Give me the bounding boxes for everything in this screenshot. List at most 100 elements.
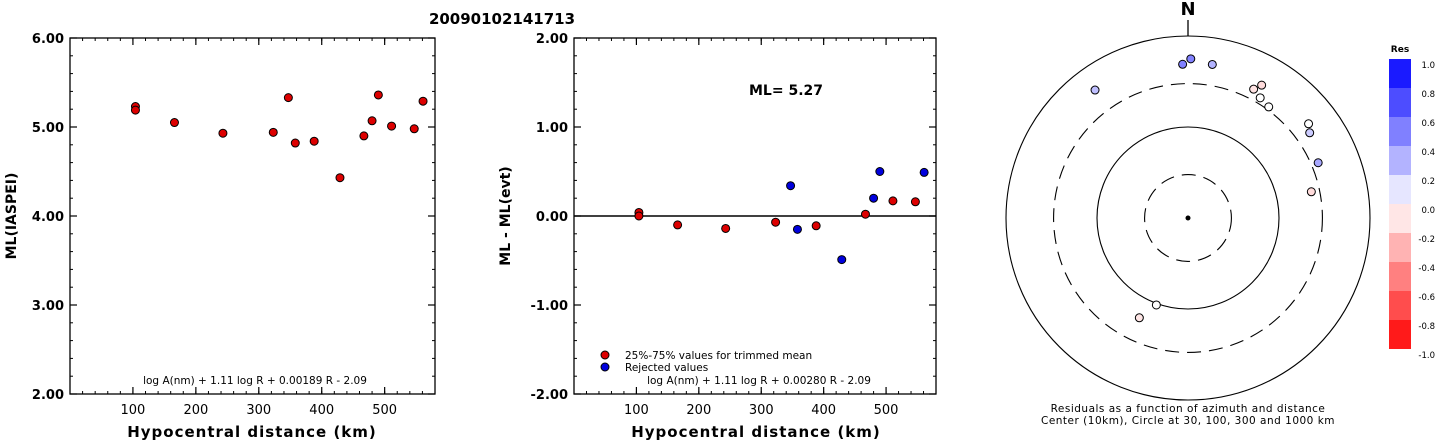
left-x-tick-label: 100 xyxy=(121,403,146,418)
colorbar-tick-label: 0.8 xyxy=(1421,90,1435,100)
residual-point-used xyxy=(721,223,731,233)
colorbar-tick-label: 1.0 xyxy=(1421,61,1435,71)
left-y-ticks: 2.00 3.00 4.00 5.00 6.00 xyxy=(32,32,435,403)
polar-station-point xyxy=(1207,59,1217,69)
middle-x-ticks: 100 200 300 400 500 xyxy=(585,38,925,418)
ml-point xyxy=(283,93,293,103)
residual-point-rejected xyxy=(837,255,847,265)
left-y-tick-label: 6.00 xyxy=(32,32,64,47)
residual-point-rejected xyxy=(786,181,796,191)
middle-data-points xyxy=(634,167,929,265)
polar-station-point xyxy=(1255,93,1265,103)
ml-point xyxy=(130,105,140,115)
residual-point-used xyxy=(888,196,898,206)
left-x-tick-label: 500 xyxy=(372,403,397,418)
colorbar-cell xyxy=(1389,88,1411,117)
left-y-tick-label: 5.00 xyxy=(32,121,64,136)
ml-point xyxy=(290,138,300,148)
left-y-tick-label: 3.00 xyxy=(32,299,64,314)
colorbar-cell xyxy=(1389,262,1411,291)
colorbar-cell xyxy=(1389,175,1411,204)
ring-100km xyxy=(1096,126,1280,310)
polar-station-point xyxy=(1304,119,1314,129)
left-y-tick-label: 4.00 xyxy=(32,210,64,225)
middle-x-tick-label: 400 xyxy=(811,403,836,418)
north-label: N xyxy=(1180,0,1195,20)
colorbar-cell xyxy=(1389,320,1411,349)
middle-y-tick-label: 1.00 xyxy=(536,121,568,136)
ml-point xyxy=(335,173,345,183)
polar-station-point xyxy=(1306,187,1316,197)
polar-station-point xyxy=(1134,313,1144,323)
middle-y-tick-label: -1.00 xyxy=(531,299,568,314)
polar-station-point xyxy=(1186,54,1196,64)
middle-y-tick-label: -2.00 xyxy=(531,388,568,403)
ml-point xyxy=(373,90,383,100)
middle-x-tick-label: 500 xyxy=(874,403,899,418)
residual-point-rejected xyxy=(919,167,929,177)
legend-used-marker xyxy=(600,350,610,360)
middle-x-axis-label: Hypocentral distance (km) xyxy=(631,423,881,441)
polar-caption-line1: Residuals as a function of azimuth and d… xyxy=(1051,403,1326,415)
colorbar-cell xyxy=(1389,117,1411,146)
polar-station-point xyxy=(1305,128,1315,138)
ml-value-label: ML= 5.27 xyxy=(749,83,823,99)
polar-station-point xyxy=(1264,102,1274,112)
left-x-ticks: 100 200 300 400 500 xyxy=(82,38,423,418)
residual-point-rejected xyxy=(875,167,885,176)
middle-x-tick-label: 100 xyxy=(624,403,649,418)
left-x-tick-label: 200 xyxy=(183,403,208,418)
polar-station-point xyxy=(1151,300,1161,310)
colorbar-cell xyxy=(1389,59,1411,88)
polar-station-point xyxy=(1090,85,1100,95)
middle-y-axis-label: ML - ML(evt) xyxy=(498,166,514,265)
polar-station-point xyxy=(1257,80,1267,90)
ring-300km xyxy=(1053,83,1323,353)
ring-30km xyxy=(1144,174,1232,262)
polar-station-point xyxy=(1313,158,1323,168)
polar-panel: N Residuals as a function of azimuth and… xyxy=(1005,0,1371,427)
left-panel: 2.00 3.00 4.00 5.00 6.00 100 200 300 400 500 ML(… xyxy=(4,32,436,441)
residual-point-used xyxy=(673,220,683,230)
polar-data-points xyxy=(1090,54,1323,323)
colorbar-tick-label: -0.6 xyxy=(1418,293,1435,303)
left-y-axis-label: ML(IASPEI) xyxy=(4,173,20,260)
colorbar-tick-label: -1.0 xyxy=(1418,351,1435,361)
residual-point-used xyxy=(811,221,821,231)
colorbar-cells xyxy=(1389,59,1411,349)
left-x-tick-label: 400 xyxy=(309,403,334,418)
colorbar-tick-label: 0.0 xyxy=(1421,206,1435,216)
colorbar-cell xyxy=(1389,233,1411,262)
colorbar-tick-label: 0.4 xyxy=(1421,148,1435,158)
left-data-points xyxy=(130,90,428,183)
middle-y-tick-label: 0.00 xyxy=(536,210,568,225)
ml-point xyxy=(268,127,278,137)
ml-point xyxy=(387,121,397,131)
middle-panel: -2.00 -1.00 0.00 1.00 2.00 100 200 300 400 500 M… xyxy=(498,32,937,441)
residual-point-rejected xyxy=(869,193,879,203)
residual-point-rejected xyxy=(792,224,802,234)
residual-colorbar: Res 1.0 0.8 0.6 0.4 0.2 0.0 -0.2 -0.4 -0.6 -0.8 -1… xyxy=(1389,45,1435,361)
legend-rejected-marker xyxy=(600,362,610,372)
residual-point-used xyxy=(634,211,644,221)
left-x-tick-label: 300 xyxy=(246,403,271,418)
ml-point xyxy=(367,116,377,126)
distance-rings xyxy=(1005,35,1371,401)
ring-1000km xyxy=(1005,35,1371,401)
colorbar-title: Res xyxy=(1391,45,1409,55)
colorbar-tick-label: 0.2 xyxy=(1421,177,1435,187)
middle-x-tick-label: 300 xyxy=(749,403,774,418)
ml-point xyxy=(359,131,369,141)
colorbar-tick-label: -0.2 xyxy=(1418,235,1435,245)
left-x-axis-label: Hypocentral distance (km) xyxy=(127,423,377,441)
middle-y-ticks: -2.00 -1.00 0.00 1.00 2.00 xyxy=(531,32,936,403)
ml-point xyxy=(418,96,428,106)
ml-point xyxy=(218,128,228,138)
polar-caption-line2: Center (10km), Circle at 30, 100, 300 an… xyxy=(1041,415,1335,427)
colorbar-cell xyxy=(1389,204,1411,233)
residual-point-used xyxy=(910,197,920,207)
middle-y-tick-label: 2.00 xyxy=(536,32,568,47)
polar-station-point xyxy=(1178,59,1188,69)
ml-point xyxy=(409,124,419,134)
ml-point xyxy=(309,136,319,146)
